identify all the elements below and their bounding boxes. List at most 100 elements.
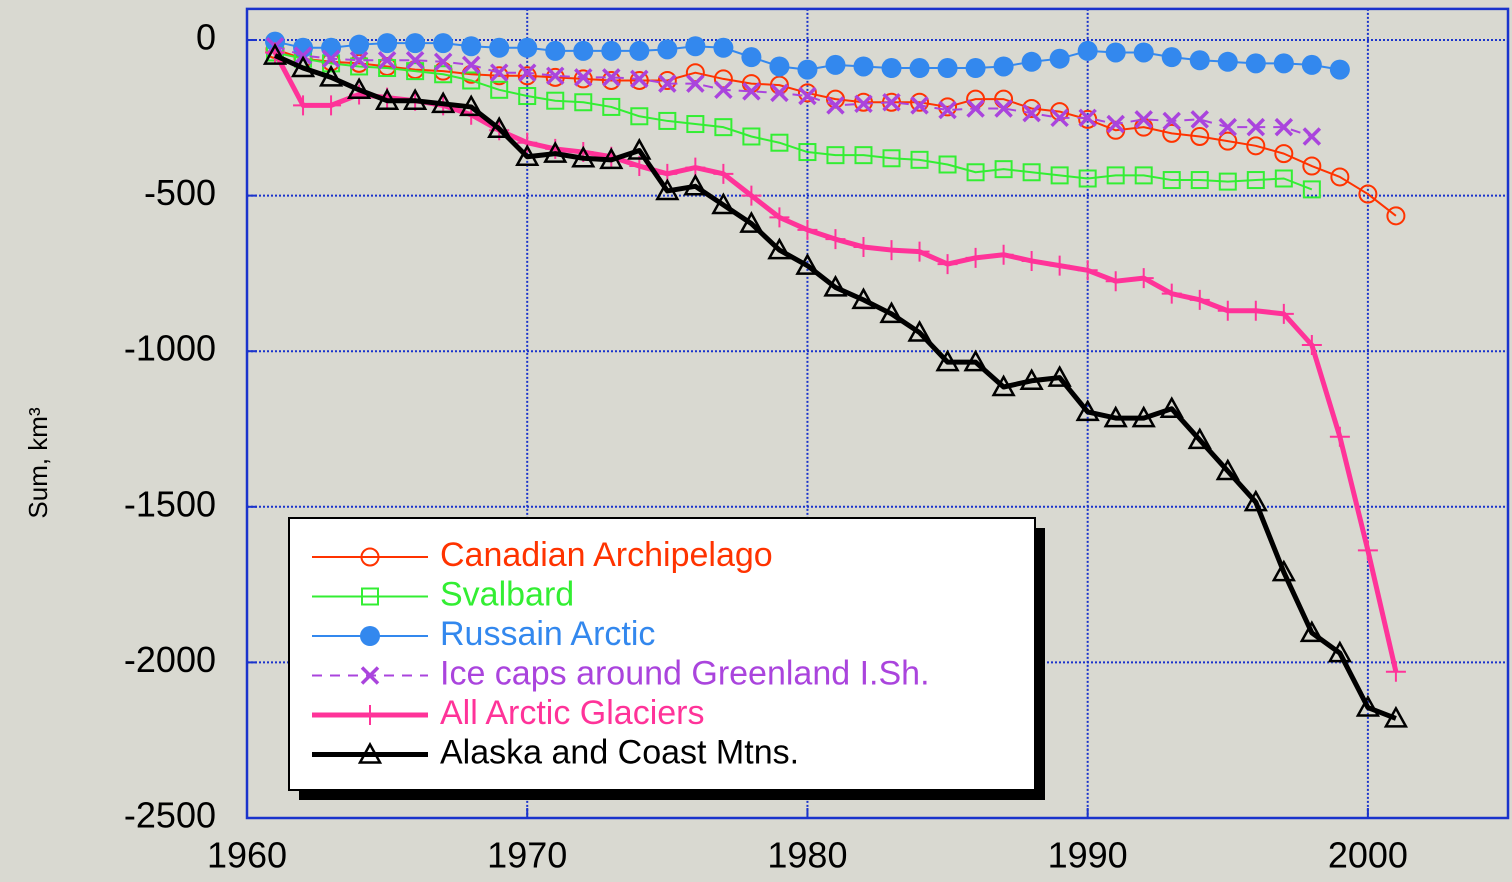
marker — [546, 91, 565, 110]
marker — [1273, 53, 1294, 74]
marker — [1190, 126, 1210, 146]
marker — [459, 94, 484, 117]
marker — [853, 236, 874, 257]
marker — [293, 95, 314, 116]
marker — [1327, 640, 1352, 663]
marker — [742, 127, 761, 146]
marker — [1134, 110, 1153, 129]
marker — [882, 93, 901, 112]
marker — [461, 36, 482, 57]
marker — [1049, 255, 1070, 276]
marker — [1302, 156, 1322, 176]
marker — [937, 58, 958, 79]
marker — [965, 247, 986, 268]
legend-label: Alaska and Coast Mtns. — [440, 733, 799, 771]
marker — [686, 74, 705, 93]
marker — [909, 58, 930, 79]
marker — [1246, 117, 1266, 137]
marker — [1106, 166, 1125, 185]
marker — [907, 319, 932, 342]
marker — [826, 96, 845, 115]
marker — [938, 155, 957, 174]
marker — [910, 92, 930, 112]
marker — [798, 143, 817, 162]
marker — [657, 39, 678, 60]
marker — [994, 160, 1013, 179]
legend-marker — [357, 741, 383, 764]
y-tick-label: -2500 — [124, 795, 216, 836]
marker — [823, 274, 848, 297]
marker — [433, 33, 454, 54]
marker — [1217, 51, 1238, 72]
marker — [769, 207, 790, 228]
marker — [798, 86, 817, 106]
marker — [879, 301, 904, 324]
marker — [405, 33, 426, 54]
marker — [461, 55, 481, 75]
legend-box — [288, 517, 1036, 791]
marker — [630, 69, 649, 89]
marker — [965, 58, 986, 79]
marker — [1161, 47, 1182, 68]
marker — [545, 40, 566, 61]
marker — [993, 244, 1014, 265]
marker — [937, 254, 958, 275]
legend-label: All Arctic Glaciers — [440, 694, 705, 732]
marker — [1131, 405, 1156, 428]
marker — [1134, 166, 1153, 185]
y-tick-label: -500 — [144, 172, 216, 213]
marker — [374, 88, 400, 110]
marker — [741, 185, 762, 206]
marker — [797, 59, 818, 80]
marker — [683, 173, 708, 196]
marker — [1274, 169, 1293, 188]
marker — [655, 178, 680, 201]
marker — [795, 253, 820, 275]
marker — [1162, 171, 1181, 190]
marker — [1162, 123, 1182, 143]
x-tick-label: 1990 — [1048, 835, 1128, 876]
marker — [431, 91, 456, 114]
marker — [1273, 303, 1294, 324]
marker — [881, 240, 902, 261]
marker — [966, 163, 985, 182]
marker — [1217, 300, 1238, 321]
legend-label: Canadian Archipelago — [440, 536, 773, 574]
marker — [686, 115, 705, 134]
marker — [1047, 365, 1072, 387]
marker — [769, 56, 790, 77]
marker — [825, 54, 846, 75]
marker — [462, 71, 481, 90]
marker — [318, 64, 344, 87]
marker — [1299, 620, 1324, 643]
marker — [349, 51, 369, 70]
x-tick-label: 1970 — [487, 835, 567, 876]
marker — [601, 40, 622, 61]
marker — [543, 141, 568, 163]
marker — [574, 93, 593, 112]
marker — [714, 118, 733, 137]
marker — [602, 68, 621, 87]
marker — [935, 349, 960, 372]
marker — [797, 83, 817, 103]
marker — [377, 33, 398, 54]
marker — [1106, 114, 1125, 134]
marker — [713, 37, 734, 58]
marker — [1246, 171, 1265, 190]
marker — [1133, 268, 1154, 289]
marker — [1329, 59, 1350, 80]
marker — [1190, 110, 1209, 129]
marker — [546, 66, 565, 86]
marker — [1021, 250, 1042, 271]
y-tick-label: -1000 — [124, 328, 216, 369]
marker — [854, 146, 873, 165]
marker — [1078, 169, 1097, 188]
marker — [1274, 117, 1294, 137]
marker — [994, 99, 1013, 118]
marker — [1215, 458, 1240, 481]
marker — [1190, 171, 1209, 190]
marker — [1189, 50, 1210, 71]
marker — [938, 100, 957, 120]
